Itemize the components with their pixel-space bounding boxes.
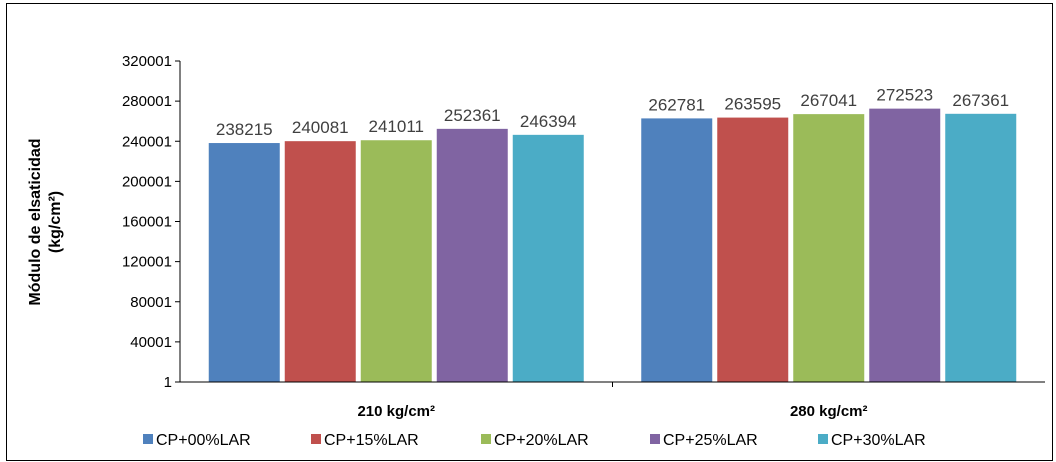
- legend-label: CP+20%LAR: [494, 432, 589, 449]
- legend-label: CP+30%LAR: [831, 432, 926, 449]
- legend-swatch: [143, 434, 153, 444]
- data-label: 263595: [724, 95, 781, 114]
- y-tick-label: 40001: [130, 334, 172, 351]
- data-label: 262781: [648, 95, 705, 114]
- y-axis-title-line-1: Módulo de elsaticidad: [27, 138, 44, 305]
- y-tick-label: 320001: [122, 53, 172, 70]
- y-tick-label: 80001: [130, 294, 172, 311]
- legend-swatch: [650, 434, 660, 444]
- x-tick-label: 210 kg/cm²: [357, 403, 435, 420]
- bar: [284, 141, 356, 382]
- bar: [717, 117, 789, 382]
- y-tick-label: 240001: [122, 133, 172, 150]
- data-label: 240081: [292, 118, 349, 137]
- bar: [360, 140, 432, 382]
- legend-swatch: [818, 434, 828, 444]
- bar: [436, 128, 508, 382]
- bar: [869, 108, 941, 382]
- data-label: 267361: [952, 91, 1009, 110]
- legend-swatch: [481, 434, 491, 444]
- legend-label: CP+00%LAR: [156, 432, 251, 449]
- legend-label: CP+15%LAR: [324, 432, 419, 449]
- bar: [208, 143, 280, 382]
- bar: [793, 114, 865, 383]
- y-tick-label: 1: [164, 374, 172, 391]
- y-axis-title-line-2: (kg/cm²): [47, 191, 64, 253]
- y-tick-label: 160001: [122, 214, 172, 231]
- legend: CP+00%LAR CP+15%LAR CP+20%LAR CP+25%LAR CP+3…: [143, 432, 926, 449]
- data-label: 252361: [444, 106, 501, 125]
- x-tick-label: 280 kg/cm²: [790, 403, 868, 420]
- data-label: 246394: [520, 112, 577, 131]
- data-label: 241011: [369, 117, 424, 136]
- data-label: 238215: [216, 120, 273, 139]
- data-label: 267041: [800, 91, 857, 110]
- x-axis-ticks: 210 kg/cm² 280 kg/cm²: [357, 382, 868, 420]
- bar-series: [208, 108, 1017, 383]
- y-axis-title: Módulo de elsaticidad (kg/cm²): [27, 138, 64, 305]
- legend-label: CP+25%LAR: [663, 432, 758, 449]
- legend-swatch: [311, 434, 321, 444]
- y-tick-label: 280001: [122, 93, 172, 110]
- bar: [641, 118, 713, 383]
- y-axis-ticks: 1 40001 80001 120001 160001 200001 240001 28000…: [122, 53, 180, 391]
- data-labels: 238215 240081 241011 252361 246394 262781 2635…: [216, 86, 1009, 139]
- y-tick-label: 200001: [122, 173, 172, 190]
- y-tick-label: 120001: [122, 254, 172, 271]
- data-label: 272523: [876, 86, 933, 105]
- bar: [512, 134, 584, 382]
- bar: [945, 113, 1017, 382]
